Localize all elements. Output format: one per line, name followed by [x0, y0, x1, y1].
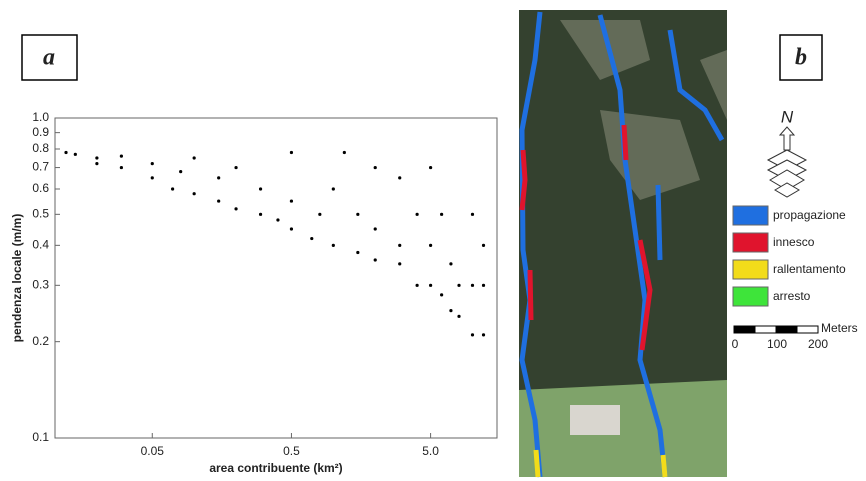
- legend-swatch: [733, 206, 768, 225]
- point: [471, 213, 474, 216]
- x-tick-label: 0.05: [141, 444, 165, 458]
- point: [440, 293, 443, 296]
- point: [151, 176, 154, 179]
- point: [95, 162, 98, 165]
- point: [95, 156, 98, 159]
- scale-label: 0: [732, 337, 739, 351]
- point: [429, 166, 432, 169]
- point: [343, 151, 346, 154]
- panel-label: b: [795, 45, 807, 71]
- y-tick-label: 0.4: [32, 238, 49, 252]
- point: [356, 213, 359, 216]
- scale-label: 100: [767, 337, 787, 351]
- x-axis-title: area contribuente (km²): [209, 461, 342, 475]
- point: [374, 227, 377, 230]
- legend-label: propagazione: [773, 208, 846, 222]
- y-tick-label: 0.1: [32, 430, 49, 444]
- legend-swatch: [733, 260, 768, 279]
- point: [318, 213, 321, 216]
- point: [120, 166, 123, 169]
- north-label: N: [781, 107, 794, 126]
- map-image: [519, 10, 727, 477]
- point: [398, 244, 401, 247]
- point: [482, 284, 485, 287]
- point: [276, 218, 279, 221]
- point: [471, 333, 474, 336]
- point: [193, 192, 196, 195]
- point: [234, 166, 237, 169]
- panel-label: a: [43, 45, 55, 71]
- point: [217, 199, 220, 202]
- point: [259, 187, 262, 190]
- legend-label: arresto: [773, 289, 811, 303]
- point: [449, 309, 452, 312]
- point: [482, 244, 485, 247]
- legend-swatch: [733, 233, 768, 252]
- y-tick-label: 0.8: [32, 141, 49, 155]
- point: [440, 213, 443, 216]
- scale-label: 200: [808, 337, 828, 351]
- point: [457, 315, 460, 318]
- point: [449, 262, 452, 265]
- y-tick-label: 0.9: [32, 125, 49, 139]
- point: [416, 213, 419, 216]
- point: [374, 258, 377, 261]
- point: [310, 237, 313, 240]
- point: [74, 153, 77, 156]
- legend-swatch: [733, 287, 768, 306]
- point: [398, 262, 401, 265]
- point: [398, 176, 401, 179]
- point: [482, 333, 485, 336]
- point: [457, 284, 460, 287]
- point: [356, 251, 359, 254]
- point: [374, 166, 377, 169]
- point: [234, 207, 237, 210]
- point: [290, 199, 293, 202]
- point: [332, 244, 335, 247]
- point: [471, 284, 474, 287]
- y-axis-title: pendenza locale (m/m): [10, 214, 24, 343]
- point: [290, 227, 293, 230]
- legend-label: rallentamento: [773, 262, 846, 276]
- point: [416, 284, 419, 287]
- point: [259, 213, 262, 216]
- point: [332, 187, 335, 190]
- point: [120, 155, 123, 158]
- y-tick-label: 0.2: [32, 334, 49, 348]
- y-tick-label: 0.7: [32, 160, 49, 174]
- point: [151, 162, 154, 165]
- y-tick-label: 0.5: [32, 207, 49, 221]
- point: [429, 284, 432, 287]
- north-arrow: [768, 127, 806, 197]
- point: [64, 151, 67, 154]
- y-tick-label: 0.6: [32, 181, 49, 195]
- y-tick-label: 0.3: [32, 277, 49, 291]
- point: [171, 187, 174, 190]
- y-tick-label: 1.0: [32, 110, 49, 124]
- x-tick-label: 0.5: [283, 444, 300, 458]
- point: [179, 170, 182, 173]
- scale-unit: Meters: [821, 321, 858, 335]
- scale-bar: [734, 326, 818, 333]
- x-tick-label: 5.0: [422, 444, 439, 458]
- point: [193, 156, 196, 159]
- point: [429, 244, 432, 247]
- point: [290, 151, 293, 154]
- point: [217, 176, 220, 179]
- legend-label: innesco: [773, 235, 815, 249]
- figure: a b area contribuente (km²) pendenza loc…: [0, 0, 866, 481]
